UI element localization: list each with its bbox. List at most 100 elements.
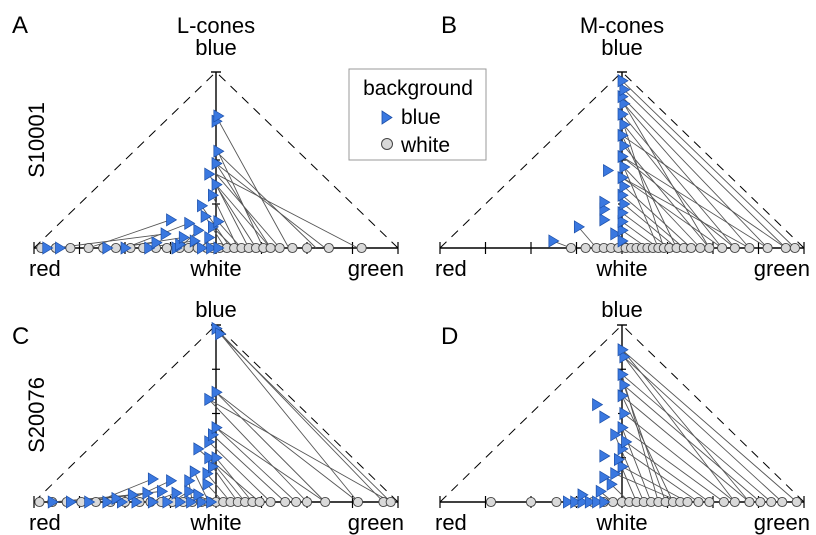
vertex-label-center: white (595, 256, 647, 281)
col-title-m-cones: M-cones (580, 13, 664, 38)
link-line (621, 177, 750, 249)
blue-bg-point (184, 216, 196, 230)
panel-d: blue red white green (435, 297, 810, 535)
blue-bg-point (200, 209, 212, 223)
blue-bg-point (603, 163, 615, 178)
link-line (621, 427, 725, 503)
link-line (621, 80, 796, 249)
triangle-edge-left (439, 324, 623, 503)
blue-bg-point (175, 495, 187, 509)
blue-bg-point (206, 241, 218, 255)
white-bg-point (274, 242, 285, 254)
vertex-label-top: blue (195, 297, 237, 322)
white-bg-point (682, 496, 693, 508)
link-line (623, 103, 710, 249)
link-line (215, 184, 250, 249)
white-bg-point (352, 496, 364, 508)
triangle-edge-left (439, 71, 623, 249)
vertex-label-center: white (189, 256, 241, 281)
link-line (215, 150, 317, 249)
triangle-edge-right (215, 71, 399, 249)
legend-marker-triangle (381, 110, 393, 125)
blue-bg-point (211, 451, 223, 465)
blue-bg-point (189, 234, 201, 248)
blue-bg-point (617, 128, 629, 142)
blue-bg-point (211, 178, 223, 192)
white-bg-point (762, 242, 773, 254)
link-line (614, 473, 681, 503)
blue-bg-point (548, 234, 560, 248)
white-bg-point (718, 496, 729, 508)
link-line (621, 349, 750, 503)
white-bg-point (323, 242, 334, 254)
blue-bg-point (197, 199, 209, 213)
blue-bg-point (617, 107, 629, 121)
blue-bg-point (208, 220, 220, 234)
vertex-label-left: red (29, 256, 61, 281)
white-bg-point (791, 496, 802, 508)
link-line (623, 103, 750, 249)
blue-bg-point (211, 385, 223, 399)
panels: blue red white green blue red white green blue re… (29, 35, 810, 535)
blue-bg-point (619, 82, 631, 97)
blue-bg-point (204, 230, 216, 245)
blue-bg-point (213, 214, 225, 229)
white-bg-point (485, 496, 497, 508)
blue-bg-point (619, 378, 631, 392)
legend-title: background (363, 77, 473, 100)
vertex-label-right: green (348, 510, 404, 535)
link-line (208, 441, 271, 503)
link-line (215, 173, 359, 249)
vertex-label-left: red (435, 510, 467, 535)
blue-bg-point (213, 109, 225, 123)
blue-bg-point (144, 241, 156, 255)
white-bg-point (565, 242, 577, 254)
blue-bg-point (160, 227, 172, 241)
blue-bg-point (577, 488, 589, 502)
blue-bg-point (142, 486, 154, 500)
link-line (621, 374, 659, 503)
white-bg-point (744, 242, 755, 254)
white-bg-point (525, 496, 537, 508)
vertex-label-top: blue (601, 35, 643, 60)
link-line (212, 434, 286, 503)
blue-bg-point (617, 343, 629, 357)
blue-bg-point (166, 474, 178, 488)
blue-bg-point (599, 449, 611, 463)
blue-bg-point (184, 484, 196, 498)
blue-bg-point (610, 467, 622, 481)
blue-bg-point (151, 236, 163, 250)
link-line (215, 184, 271, 249)
white-bg-point (291, 496, 302, 508)
blue-bg-point (617, 389, 629, 403)
row-label-s20076: S20076 (24, 377, 49, 453)
white-bg-point (280, 496, 291, 508)
blue-bg-point (599, 470, 611, 484)
white-bg-point (729, 242, 740, 254)
triangle-edge-right (215, 324, 399, 503)
link-line (621, 194, 685, 249)
link-line (215, 427, 297, 503)
blue-bg-point (166, 213, 178, 227)
blue-bg-point (614, 452, 626, 467)
link-line (215, 391, 326, 503)
blue-bg-point (599, 195, 611, 209)
blue-bg-point (193, 442, 205, 456)
panel-a: blue red white green (29, 35, 404, 281)
blue-bg-point (584, 495, 596, 509)
link-line (623, 166, 659, 249)
blue-bg-point (617, 74, 629, 88)
white-bg-point (580, 242, 591, 254)
triangle-edge-right (621, 71, 805, 249)
white-bg-point (301, 496, 313, 508)
link-line (623, 203, 677, 249)
vertex-label-top: blue (195, 35, 237, 60)
blue-bg-point (595, 484, 607, 498)
legend-label-blue: blue (401, 106, 441, 129)
link-line (621, 466, 688, 503)
white-bg-point (34, 496, 45, 508)
link-line (623, 166, 701, 249)
link-line (215, 115, 290, 249)
panel-letter-a: A (12, 12, 28, 39)
link-line (208, 398, 391, 503)
